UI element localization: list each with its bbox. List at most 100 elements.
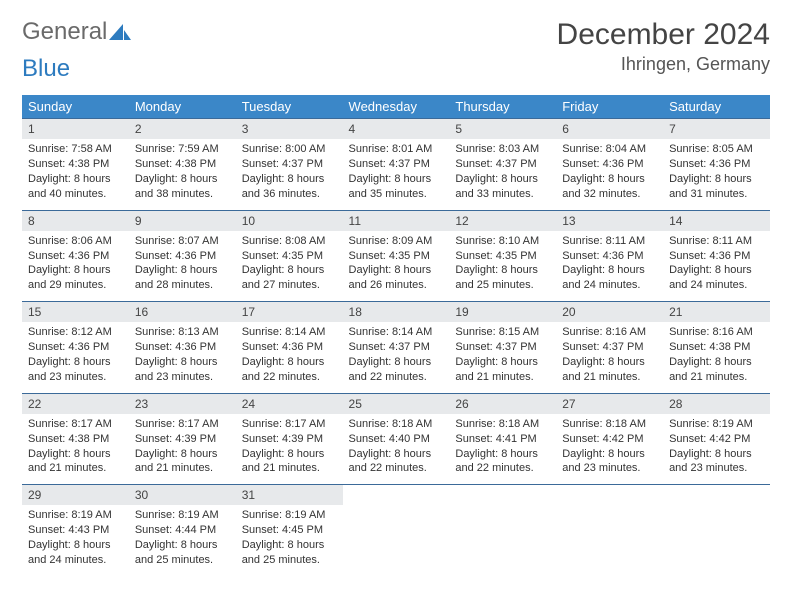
day-body: Sunrise: 8:11 AMSunset: 4:36 PMDaylight:… xyxy=(556,231,663,301)
dow-saturday: Saturday xyxy=(663,95,770,119)
sunset-text: Sunset: 4:39 PM xyxy=(242,432,337,447)
day-number: 20 xyxy=(556,302,663,322)
week-row: 22Sunrise: 8:17 AMSunset: 4:38 PMDayligh… xyxy=(22,393,770,485)
sunset-text: Sunset: 4:41 PM xyxy=(455,432,550,447)
day-number: 14 xyxy=(663,211,770,231)
sunrise-text: Sunrise: 8:11 AM xyxy=(562,234,657,249)
day-cell: 18Sunrise: 8:14 AMSunset: 4:37 PMDayligh… xyxy=(343,302,450,394)
sunset-text: Sunset: 4:35 PM xyxy=(242,249,337,264)
day-cell: 6Sunrise: 8:04 AMSunset: 4:36 PMDaylight… xyxy=(556,119,663,211)
day-body: Sunrise: 7:58 AMSunset: 4:38 PMDaylight:… xyxy=(22,139,129,209)
daylight-text: Daylight: 8 hours xyxy=(349,172,444,187)
day-cell: 21Sunrise: 8:16 AMSunset: 4:38 PMDayligh… xyxy=(663,302,770,394)
daylight-text: Daylight: 8 hours xyxy=(455,263,550,278)
sunrise-text: Sunrise: 8:17 AM xyxy=(135,417,230,432)
daylight-text: Daylight: 8 hours xyxy=(455,355,550,370)
daylight-text: Daylight: 8 hours xyxy=(562,172,657,187)
sunrise-text: Sunrise: 8:13 AM xyxy=(135,325,230,340)
day-body: Sunrise: 8:17 AMSunset: 4:38 PMDaylight:… xyxy=(22,414,129,484)
day-body: Sunrise: 8:07 AMSunset: 4:36 PMDaylight:… xyxy=(129,231,236,301)
daylight-text: Daylight: 8 hours xyxy=(669,263,764,278)
day-number: 19 xyxy=(449,302,556,322)
daylight-text: and 23 minutes. xyxy=(135,370,230,385)
sunrise-text: Sunrise: 8:10 AM xyxy=(455,234,550,249)
sunset-text: Sunset: 4:37 PM xyxy=(455,157,550,172)
day-cell: 27Sunrise: 8:18 AMSunset: 4:42 PMDayligh… xyxy=(556,393,663,485)
daylight-text: Daylight: 8 hours xyxy=(669,172,764,187)
daylight-text: and 28 minutes. xyxy=(135,278,230,293)
daylight-text: and 23 minutes. xyxy=(669,461,764,476)
day-cell: 28Sunrise: 8:19 AMSunset: 4:42 PMDayligh… xyxy=(663,393,770,485)
sunset-text: Sunset: 4:37 PM xyxy=(455,340,550,355)
daylight-text: and 21 minutes. xyxy=(135,461,230,476)
location-label: Ihringen, Germany xyxy=(557,54,770,75)
sunrise-text: Sunrise: 8:14 AM xyxy=(242,325,337,340)
dow-wednesday: Wednesday xyxy=(343,95,450,119)
day-body: Sunrise: 8:19 AMSunset: 4:44 PMDaylight:… xyxy=(129,505,236,575)
sunrise-text: Sunrise: 8:19 AM xyxy=(135,508,230,523)
sunset-text: Sunset: 4:38 PM xyxy=(28,432,123,447)
sunrise-text: Sunrise: 8:19 AM xyxy=(669,417,764,432)
day-number: 28 xyxy=(663,394,770,414)
daylight-text: Daylight: 8 hours xyxy=(28,355,123,370)
sunrise-text: Sunrise: 8:15 AM xyxy=(455,325,550,340)
day-cell: 26Sunrise: 8:18 AMSunset: 4:41 PMDayligh… xyxy=(449,393,556,485)
daylight-text: Daylight: 8 hours xyxy=(562,355,657,370)
day-number: 9 xyxy=(129,211,236,231)
daylight-text: and 21 minutes. xyxy=(455,370,550,385)
day-number: 27 xyxy=(556,394,663,414)
day-number: 11 xyxy=(343,211,450,231)
daylight-text: and 36 minutes. xyxy=(242,187,337,202)
daylight-text: and 25 minutes. xyxy=(135,553,230,568)
sunrise-text: Sunrise: 8:18 AM xyxy=(455,417,550,432)
day-cell: 4Sunrise: 8:01 AMSunset: 4:37 PMDaylight… xyxy=(343,119,450,211)
day-body: Sunrise: 7:59 AMSunset: 4:38 PMDaylight:… xyxy=(129,139,236,209)
week-row: 15Sunrise: 8:12 AMSunset: 4:36 PMDayligh… xyxy=(22,302,770,394)
daylight-text: Daylight: 8 hours xyxy=(135,447,230,462)
sunset-text: Sunset: 4:37 PM xyxy=(349,340,444,355)
day-number: 3 xyxy=(236,119,343,139)
day-body: Sunrise: 8:08 AMSunset: 4:35 PMDaylight:… xyxy=(236,231,343,301)
daylight-text: Daylight: 8 hours xyxy=(28,538,123,553)
sunset-text: Sunset: 4:36 PM xyxy=(28,340,123,355)
daylight-text: Daylight: 8 hours xyxy=(242,355,337,370)
day-cell: 16Sunrise: 8:13 AMSunset: 4:36 PMDayligh… xyxy=(129,302,236,394)
dow-tuesday: Tuesday xyxy=(236,95,343,119)
day-cell: 23Sunrise: 8:17 AMSunset: 4:39 PMDayligh… xyxy=(129,393,236,485)
daylight-text: Daylight: 8 hours xyxy=(349,263,444,278)
daylight-text: and 33 minutes. xyxy=(455,187,550,202)
day-body: Sunrise: 8:06 AMSunset: 4:36 PMDaylight:… xyxy=(22,231,129,301)
sunset-text: Sunset: 4:39 PM xyxy=(135,432,230,447)
day-number: 26 xyxy=(449,394,556,414)
day-number: 29 xyxy=(22,485,129,505)
day-body: Sunrise: 8:05 AMSunset: 4:36 PMDaylight:… xyxy=(663,139,770,209)
sunset-text: Sunset: 4:35 PM xyxy=(455,249,550,264)
day-number: 17 xyxy=(236,302,343,322)
day-number: 1 xyxy=(22,119,129,139)
day-cell: 20Sunrise: 8:16 AMSunset: 4:37 PMDayligh… xyxy=(556,302,663,394)
sunrise-text: Sunrise: 8:06 AM xyxy=(28,234,123,249)
daylight-text: and 29 minutes. xyxy=(28,278,123,293)
day-cell: 14Sunrise: 8:11 AMSunset: 4:36 PMDayligh… xyxy=(663,210,770,302)
brand-logo: General xyxy=(22,18,131,46)
day-cell: 19 Sunrise: 8:15 AMSunset: 4:37 PMDayligh… xyxy=(449,302,556,394)
daylight-text: Daylight: 8 hours xyxy=(562,263,657,278)
day-body: Sunrise: 8:19 AMSunset: 4:43 PMDaylight:… xyxy=(22,505,129,575)
daylight-text: and 27 minutes. xyxy=(242,278,337,293)
daylight-text: Daylight: 8 hours xyxy=(349,447,444,462)
day-body: Sunrise: 8:19 AMSunset: 4:42 PMDaylight:… xyxy=(663,414,770,484)
sunrise-text: Sunrise: 7:58 AM xyxy=(28,142,123,157)
daylight-text: and 22 minutes. xyxy=(455,461,550,476)
sunset-text: Sunset: 4:43 PM xyxy=(28,523,123,538)
day-cell: 3Sunrise: 8:00 AMSunset: 4:37 PMDaylight… xyxy=(236,119,343,211)
day-number: 2 xyxy=(129,119,236,139)
sunrise-text: Sunrise: 8:04 AM xyxy=(562,142,657,157)
day-body: Sunrise: 8:00 AMSunset: 4:37 PMDaylight:… xyxy=(236,139,343,209)
day-cell xyxy=(663,485,770,576)
daylight-text: and 24 minutes. xyxy=(562,278,657,293)
day-cell xyxy=(343,485,450,576)
day-cell: 31Sunrise: 8:19 AMSunset: 4:45 PMDayligh… xyxy=(236,485,343,576)
sunrise-text: Sunrise: 8:01 AM xyxy=(349,142,444,157)
day-number: 7 xyxy=(663,119,770,139)
daylight-text: Daylight: 8 hours xyxy=(562,447,657,462)
